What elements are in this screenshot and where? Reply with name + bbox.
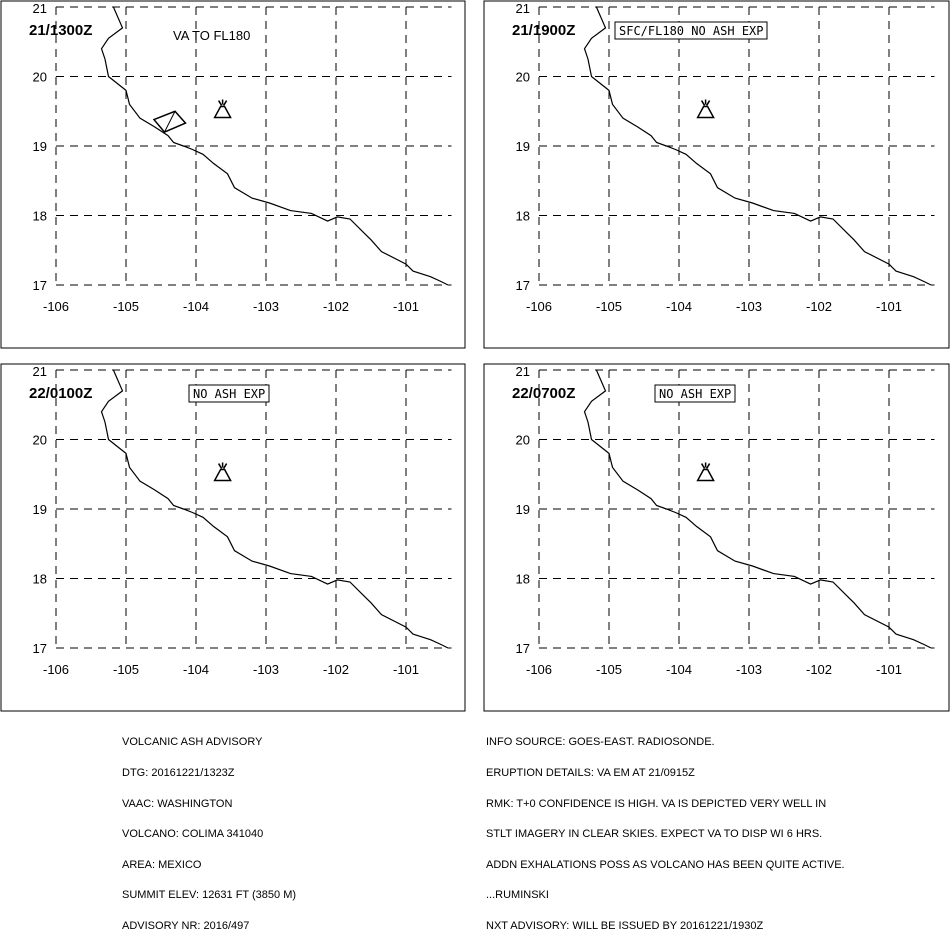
advisory-map-canvas: -106 -105 -104 -103 -102 -101 20 19 18 17 21 21/130… (0, 0, 950, 712)
map-panel-t6: -106 -105 -104 -103 -102 -101 20 19 18 17 21 21/190… (483, 0, 950, 349)
advisory-line-title: VOLCANIC ASH ADVISORY (122, 736, 263, 749)
latitude-tick-label: 17 (516, 278, 530, 293)
advisory-line-forecaster: ...RUMINSKI (486, 889, 549, 902)
volcano-icon (213, 462, 232, 482)
latitude-tick-label: 19 (516, 502, 530, 517)
advisory-line-remark-3: ADDN EXHALATIONS POSS AS VOLCANO HAS BEE… (486, 858, 845, 871)
volcano-icon (696, 99, 715, 119)
panel-frame (0, 363, 466, 712)
latitude-tick-label: 20 (516, 70, 530, 85)
map-panel-t12: -106 -105 -104 -103 -102 -101 20 19 18 17 21 22/010… (0, 363, 466, 712)
latitude-tick-label: 18 (33, 572, 47, 587)
longitude-tick-label: -106 (526, 662, 552, 677)
longitude-tick-label: -103 (253, 662, 279, 677)
latitude-tick-label: 21 (33, 1, 47, 16)
volcano-icon (696, 462, 715, 482)
forecast-note-text: SFC/FL180 NO ASH EXP (619, 24, 764, 38)
longitude-tick-label: -106 (526, 299, 552, 314)
advisory-line-vaac: VAAC: WASHINGTON (122, 797, 233, 810)
volcano-plume (217, 99, 228, 106)
latitude-tick-label: 17 (33, 278, 47, 293)
advisory-line-number: ADVISORY NR: 2016/497 (122, 919, 250, 932)
advisory-line-eruption: ERUPTION DETAILS: VA EM AT 21/0915Z (486, 767, 695, 779)
panel-frame (0, 0, 466, 349)
advisory-line-area: AREA: MEXICO (122, 858, 202, 871)
coastline (100, 6, 449, 286)
panel-frame (483, 363, 950, 712)
latitude-tick-label: 19 (33, 139, 47, 154)
latitude-tick-label: 20 (33, 70, 47, 85)
volcano-plume (217, 462, 228, 469)
volcano-icon (213, 99, 232, 119)
advisory-line-volcano: VOLCANO: COLIMA 341040 (122, 828, 264, 841)
longitude-tick-label: -104 (666, 299, 692, 314)
longitude-tick-label: -105 (113, 299, 139, 314)
valid-time-label: 22/0700Z (512, 385, 575, 402)
volcano-cone (213, 105, 232, 119)
longitude-tick-label: -102 (806, 299, 832, 314)
forecast-note-text: NO ASH EXP (659, 387, 731, 401)
volcano-cone (213, 468, 232, 482)
latitude-tick-label: 21 (516, 364, 530, 379)
advisory-line-remark-2: STLT IMAGERY IN CLEAR SKIES. EXPECT VA T… (486, 828, 823, 841)
longitude-tick-label: -103 (736, 299, 762, 314)
longitude-tick-label: -105 (596, 299, 622, 314)
longitude-tick-label: -105 (596, 662, 622, 677)
longitude-tick-label: -102 (806, 662, 832, 677)
advisory-header-block: VOLCANIC ASH ADVISORY DTG: 20161221/1323… (122, 717, 296, 941)
volcano-plume (700, 99, 711, 106)
map-panel-t0: -106 -105 -104 -103 -102 -101 20 19 18 17 21 21/130… (0, 0, 466, 349)
longitude-tick-label: -106 (43, 299, 69, 314)
latitude-tick-label: 21 (516, 1, 530, 16)
latitude-tick-label: 20 (516, 433, 530, 448)
longitude-tick-label: -104 (183, 662, 209, 677)
latitude-tick-label: 17 (33, 641, 47, 656)
longitude-tick-label: -103 (736, 662, 762, 677)
valid-time-label: 21/1900Z (512, 22, 575, 39)
latitude-tick-label: 20 (33, 433, 47, 448)
latitude-tick-label: 17 (516, 641, 530, 656)
advisory-line-next: NXT ADVISORY: WILL BE ISSUED BY 20161221… (486, 919, 764, 932)
volcano-cone (696, 468, 715, 482)
advisory-line-remark-1: RMK: T+0 CONFIDENCE IS HIGH. VA IS DEPIC… (486, 797, 827, 810)
latitude-tick-label: 18 (516, 209, 530, 224)
forecast-note-box (188, 384, 270, 403)
advisory-line-info-source: INFO SOURCE: GOES-EAST. RADIOSONDE. (486, 736, 715, 749)
latitude-tick-label: 19 (516, 139, 530, 154)
longitude-tick-label: -101 (393, 662, 419, 677)
advisory-details-block: INFO SOURCE: GOES-EAST. RADIOSONDE. ERUP… (486, 717, 845, 941)
valid-time-label: 22/0100Z (29, 385, 92, 402)
advisory-line-dtg: DTG: 20161221/1323Z (122, 767, 235, 779)
latitude-tick-label: 18 (516, 572, 530, 587)
advisory-line-summit: SUMMIT ELEV: 12631 FT (3850 M) (122, 889, 297, 902)
forecast-note-text: NO ASH EXP (193, 387, 265, 401)
valid-time-label: 21/1300Z (29, 22, 92, 39)
panel-frame (483, 0, 950, 349)
volcano-cone (696, 105, 715, 119)
longitude-tick-label: -101 (393, 299, 419, 314)
forecast-note-box (654, 384, 736, 403)
longitude-tick-label: -104 (183, 299, 209, 314)
forecast-note-text: VA TO FL180 (173, 28, 250, 43)
coastline (100, 369, 449, 649)
longitude-tick-label: -106 (43, 662, 69, 677)
longitude-tick-label: -105 (113, 662, 139, 677)
latitude-tick-label: 19 (33, 502, 47, 517)
coastline (583, 369, 932, 649)
coastline (583, 6, 932, 286)
longitude-tick-label: -102 (323, 299, 349, 314)
longitude-tick-label: -101 (876, 662, 902, 677)
latitude-tick-label: 18 (33, 209, 47, 224)
ash-hatch-line (164, 111, 176, 133)
longitude-tick-label: -102 (323, 662, 349, 677)
longitude-tick-label: -101 (876, 299, 902, 314)
latitude-tick-label: 21 (33, 364, 47, 379)
volcano-plume (700, 462, 711, 469)
longitude-tick-label: -104 (666, 662, 692, 677)
map-panel-t18: -106 -105 -104 -103 -102 -101 20 19 18 17 21 22/070… (483, 363, 950, 712)
longitude-tick-label: -103 (253, 299, 279, 314)
forecast-note-box (614, 21, 768, 40)
